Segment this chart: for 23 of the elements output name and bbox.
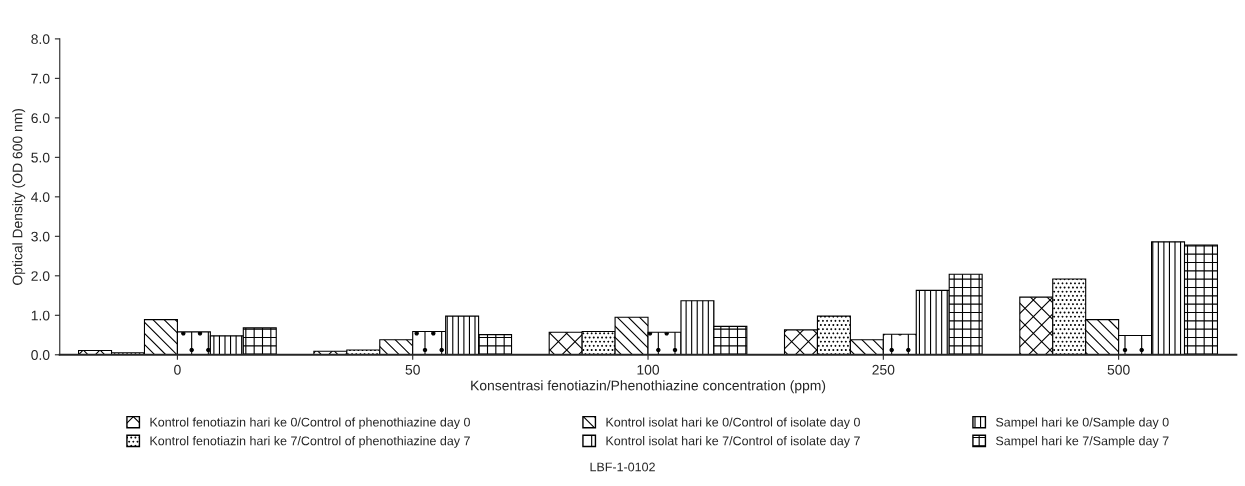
y-tick-label: 0.0 (31, 350, 50, 360)
x-tick-label: 500 (1107, 364, 1130, 375)
x-tick-label: 0 (174, 364, 181, 375)
x-axis-title: Konsentrasi fenotiazin/Phenothiazine concentration (ppm) (471, 380, 826, 394)
legend-label: Sampel hari ke 0/Sample day 0 (995, 417, 1169, 430)
y-tick-label: 5.0 (31, 152, 50, 163)
x-tick-label: 50 (405, 364, 420, 375)
y-tick-label: 2.0 (31, 271, 50, 281)
y-tick-label: 1.0 (31, 310, 50, 321)
y-tick-label: 6.0 (31, 113, 50, 124)
legend-label: Kontrol isolat hari ke 0/Control of isolate day 0 (606, 417, 860, 430)
y-tick-label: 7.0 (31, 73, 50, 84)
legend-label: Kontrol fenotiazin hari ke 7/Control of phenothiazine day 7 (150, 436, 470, 448)
y-tick-label: 4.0 (31, 192, 50, 202)
y-axis-title: Optical Density (OD 600 nm) (12, 108, 26, 285)
y-tick-label: 3.0 (31, 231, 50, 242)
y-tick-label: 8.0 (31, 34, 50, 45)
legend-label: Sampel hari ke 7/Sample day 7 (995, 436, 1169, 448)
legend-label: Kontrol fenotiazin hari ke 0/Control of phenothiazine day 0 (150, 417, 470, 430)
legend-label: Kontrol isolat hari ke 7/Control of isolate day 7 (606, 436, 860, 448)
x-tick-label: 250 (872, 364, 895, 375)
text: LBF-1-0102 (590, 462, 655, 472)
x-tick-label: 100 (637, 364, 660, 375)
